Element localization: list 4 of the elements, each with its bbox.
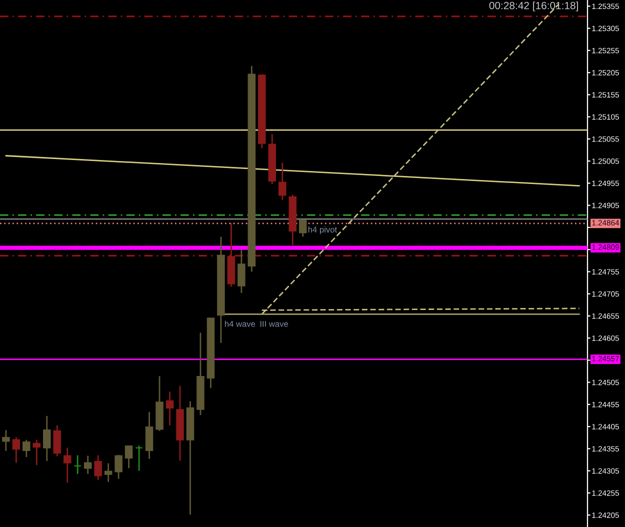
- annotation: h4 pivot: [308, 226, 337, 234]
- annotation: h4 wave: [225, 320, 256, 327]
- annotation: III wave: [260, 321, 288, 327]
- annotation: 00:28:42 [16:01:18]: [489, 2, 578, 12]
